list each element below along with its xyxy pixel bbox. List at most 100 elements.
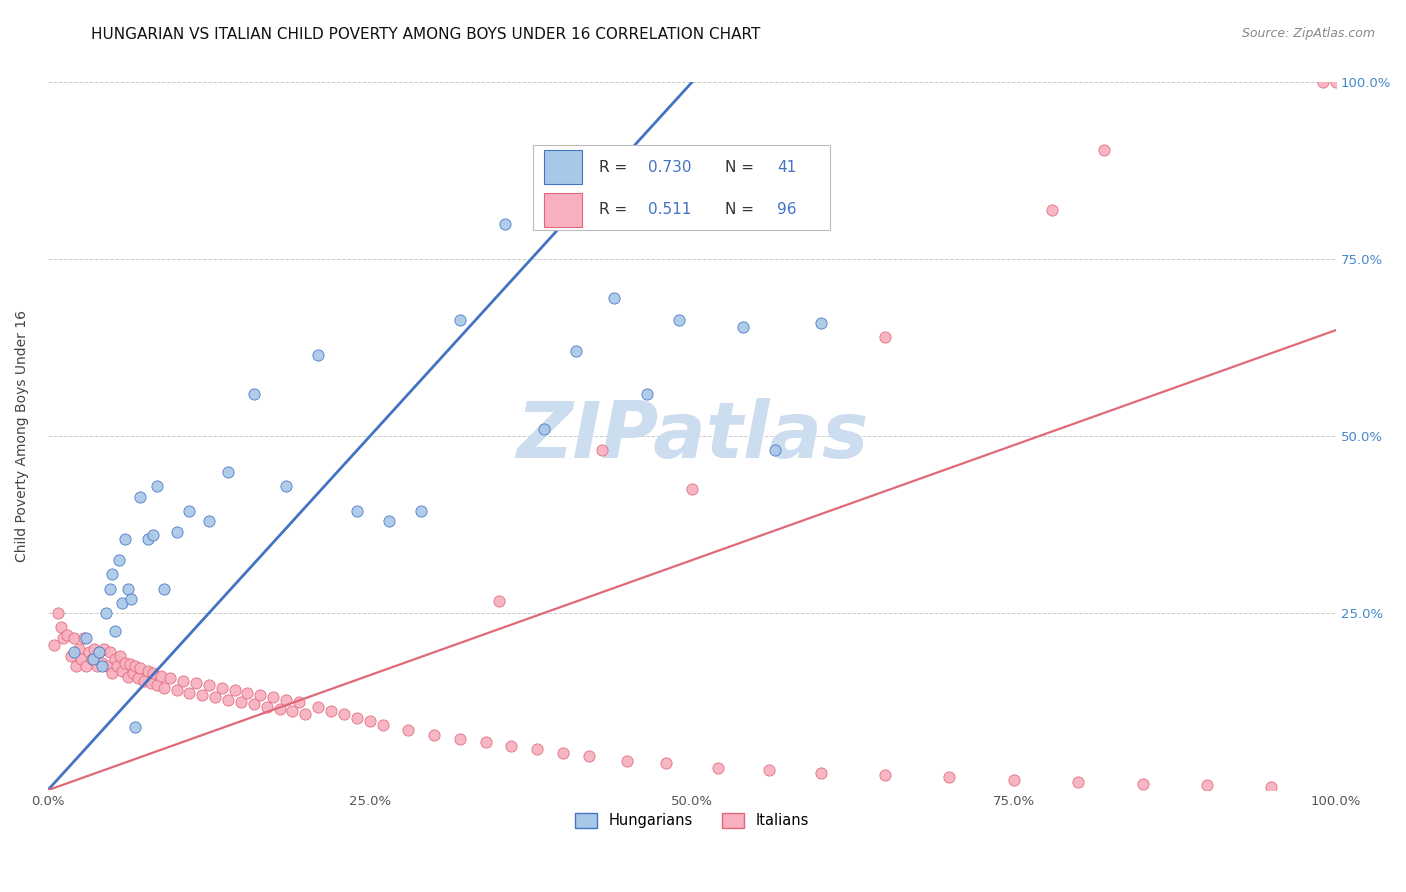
Point — [1002, 772, 1025, 787]
Point — [111, 665, 134, 679]
Point — [94, 607, 117, 621]
Point — [104, 652, 127, 666]
Point — [668, 312, 690, 326]
Point — [107, 553, 129, 567]
Point — [243, 697, 266, 711]
Point — [603, 291, 626, 305]
Point — [706, 761, 728, 775]
Point — [117, 670, 139, 684]
Point — [423, 728, 446, 742]
Point — [810, 316, 832, 330]
Point — [307, 348, 329, 362]
Point — [758, 764, 780, 778]
Point — [90, 656, 112, 670]
Point — [1195, 778, 1218, 792]
Text: 96: 96 — [776, 202, 796, 218]
Point — [274, 692, 297, 706]
Point — [146, 479, 169, 493]
Point — [179, 503, 201, 517]
Text: HUNGARIAN VS ITALIAN CHILD POVERTY AMONG BOYS UNDER 16 CORRELATION CHART: HUNGARIAN VS ITALIAN CHILD POVERTY AMONG… — [91, 27, 761, 42]
Point — [294, 706, 316, 721]
Point — [274, 479, 297, 493]
Point — [269, 702, 291, 716]
Text: 41: 41 — [776, 160, 796, 175]
Point — [655, 756, 678, 771]
Point — [49, 620, 72, 634]
Point — [1092, 143, 1115, 157]
Text: Source: ZipAtlas.com: Source: ZipAtlas.com — [1241, 27, 1375, 40]
Point — [75, 659, 97, 673]
Point — [98, 582, 121, 596]
Point — [93, 641, 115, 656]
Point — [82, 652, 104, 666]
Point — [281, 704, 304, 718]
Point — [494, 217, 516, 231]
Point — [104, 624, 127, 638]
Point — [121, 666, 143, 681]
Point — [89, 645, 111, 659]
Point — [256, 699, 278, 714]
Point — [873, 330, 896, 344]
Point — [262, 690, 284, 704]
Point — [733, 319, 755, 334]
Point — [166, 682, 188, 697]
Point — [810, 765, 832, 780]
Point — [533, 422, 555, 436]
Point — [1324, 75, 1347, 89]
Point — [166, 524, 188, 539]
Point — [449, 732, 471, 747]
Point — [117, 582, 139, 596]
Point — [501, 739, 523, 754]
Point — [121, 592, 143, 607]
Point — [636, 387, 658, 401]
Point — [359, 714, 381, 728]
Point — [700, 206, 723, 220]
Point — [488, 593, 510, 607]
Text: 0.730: 0.730 — [648, 160, 692, 175]
Point — [321, 704, 343, 718]
Point — [249, 688, 271, 702]
Point — [114, 532, 136, 546]
Point — [307, 699, 329, 714]
Point — [526, 742, 548, 756]
Point — [52, 631, 75, 645]
Point — [46, 607, 69, 621]
Point — [346, 503, 368, 517]
Point — [83, 641, 105, 656]
Point — [62, 645, 84, 659]
Point — [184, 675, 207, 690]
Point — [134, 673, 156, 688]
Point — [127, 672, 149, 686]
Point — [288, 695, 311, 709]
Point — [101, 666, 124, 681]
Point — [197, 514, 219, 528]
Point — [70, 652, 93, 666]
Text: N =: N = — [725, 160, 759, 175]
Point — [371, 718, 394, 732]
Point — [124, 720, 146, 734]
Point — [179, 685, 201, 699]
Point — [565, 344, 588, 359]
Point — [77, 645, 100, 659]
Point — [152, 681, 174, 695]
Point — [129, 661, 152, 675]
Point — [333, 706, 356, 721]
FancyBboxPatch shape — [533, 145, 830, 229]
Text: ZIPatlas: ZIPatlas — [516, 399, 868, 475]
Point — [56, 627, 79, 641]
Point — [938, 771, 960, 785]
Point — [75, 631, 97, 645]
Point — [1132, 777, 1154, 791]
Point — [67, 641, 90, 656]
Y-axis label: Child Poverty Among Boys Under 16: Child Poverty Among Boys Under 16 — [15, 310, 30, 562]
Point — [474, 735, 496, 749]
Point — [142, 666, 165, 681]
Point — [236, 685, 259, 699]
Point — [86, 659, 108, 673]
Point — [1312, 75, 1334, 89]
Point — [172, 673, 194, 688]
Point — [217, 465, 239, 479]
Point — [551, 747, 574, 761]
Point — [449, 312, 471, 326]
Point — [90, 659, 112, 673]
